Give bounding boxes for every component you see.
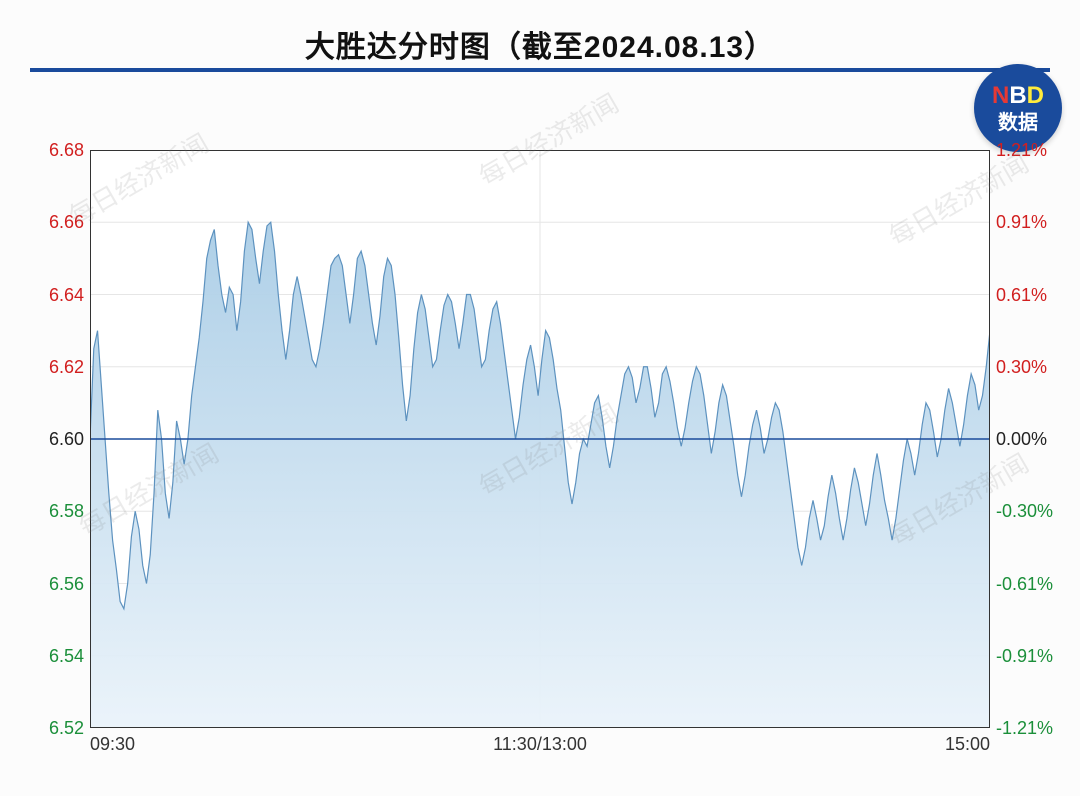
x-axis-label: 09:30 xyxy=(90,728,135,755)
title-underline xyxy=(30,68,1050,72)
chart-title: 大胜达分时图（截至2024.08.13） xyxy=(0,22,1080,66)
x-axis-label: 15:00 xyxy=(945,728,990,755)
nbd-n: N xyxy=(992,82,1009,109)
plot-area: 6.681.21%6.660.91%6.640.61%6.620.30%6.60… xyxy=(90,150,990,728)
y-left-label: 6.62 xyxy=(24,358,90,376)
y-right-label: 0.30% xyxy=(990,358,1066,376)
y-right-label: -1.21% xyxy=(990,719,1066,737)
y-right-label: -0.61% xyxy=(990,575,1066,593)
y-left-label: 6.54 xyxy=(24,647,90,665)
nbd-b: B xyxy=(1009,82,1026,109)
y-left-label: 6.60 xyxy=(24,430,90,448)
chart-svg xyxy=(90,150,990,728)
y-right-label: 1.21% xyxy=(990,141,1066,159)
y-right-label: 0.00% xyxy=(990,430,1066,448)
y-right-label: -0.91% xyxy=(990,647,1066,665)
x-axis-label: 11:30/13:00 xyxy=(493,728,587,755)
nbd-badge-sub: 数据 xyxy=(998,106,1038,135)
nbd-badge: NBD 数据 xyxy=(974,64,1062,152)
y-left-label: 6.56 xyxy=(24,575,90,593)
nbd-d: D xyxy=(1027,82,1044,109)
y-right-label: 0.61% xyxy=(990,286,1066,304)
y-right-label: -0.30% xyxy=(990,502,1066,520)
y-left-label: 6.58 xyxy=(24,502,90,520)
y-left-label: 6.68 xyxy=(24,141,90,159)
y-left-label: 6.66 xyxy=(24,213,90,231)
y-left-label: 6.52 xyxy=(24,719,90,737)
y-left-label: 6.64 xyxy=(24,286,90,304)
chart-container: 大胜达分时图（截至2024.08.13） NBD 数据 6.681.21%6.6… xyxy=(0,0,1080,796)
y-right-label: 0.91% xyxy=(990,213,1066,231)
